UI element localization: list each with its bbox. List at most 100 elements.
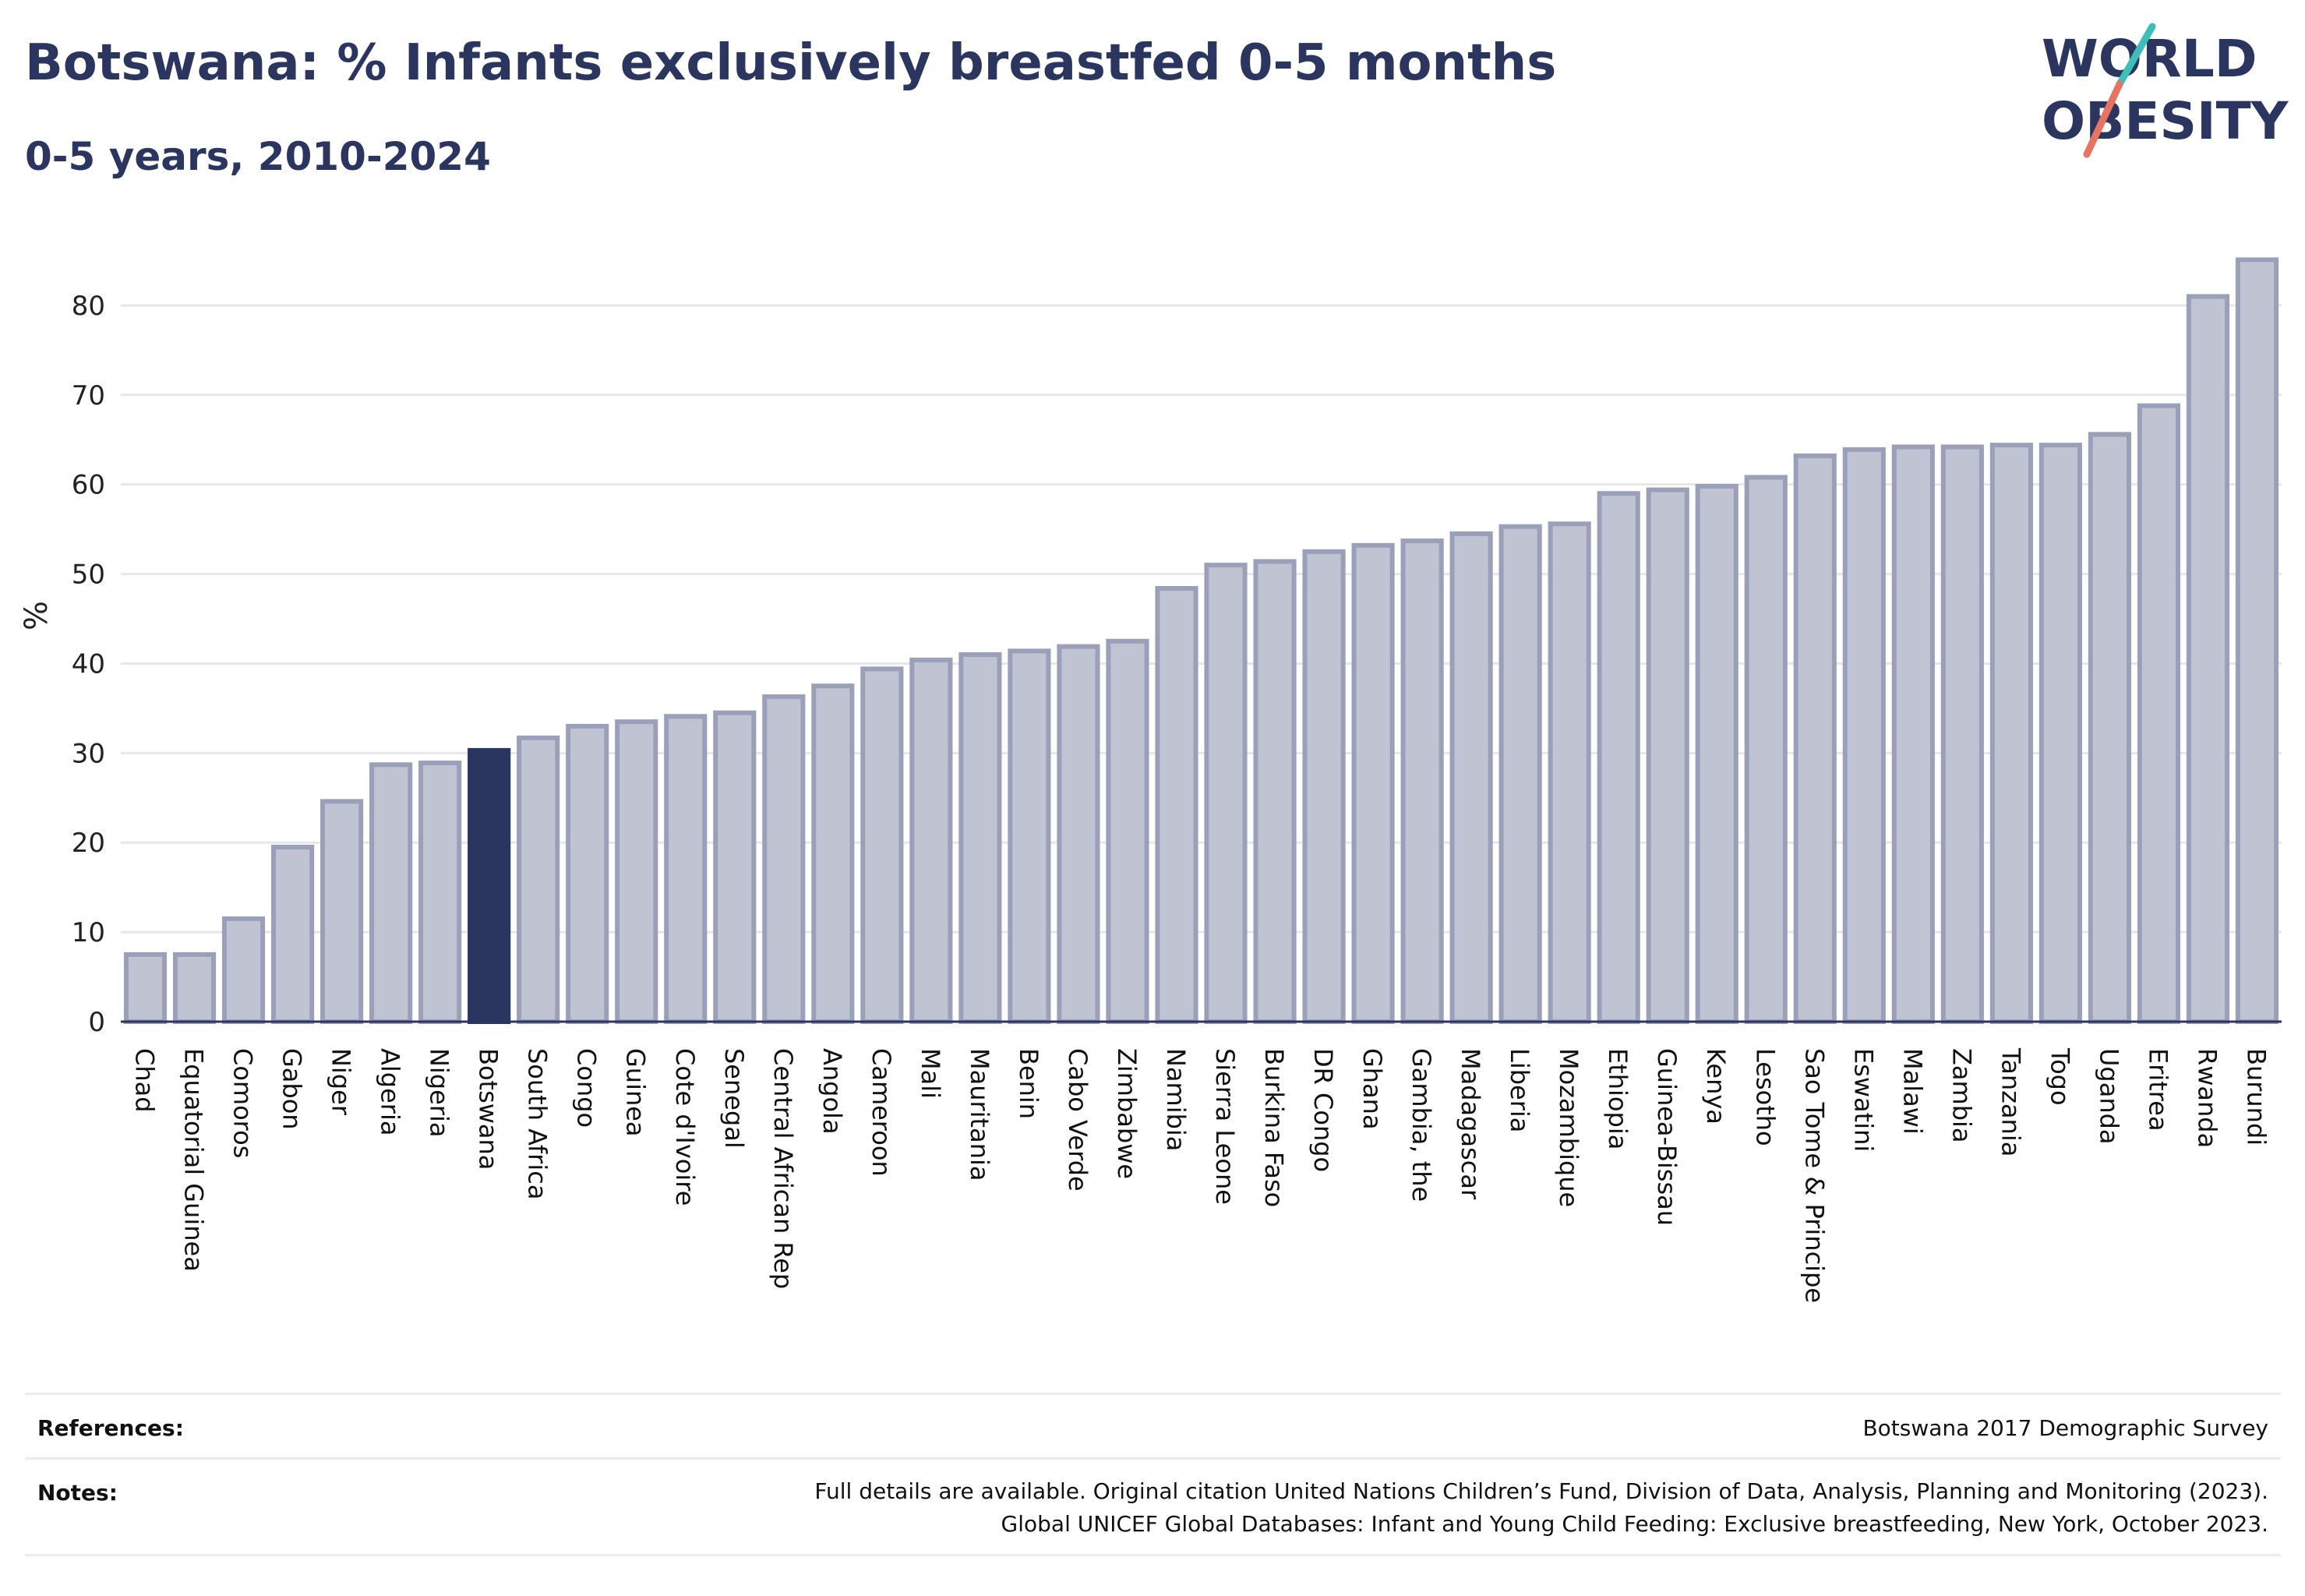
bar-nigeria — [418, 760, 462, 1024]
notes-line-1: Full details are available. Original cit… — [814, 1478, 2268, 1504]
x-tick-label: Gabon — [277, 1048, 307, 1130]
bar-mali — [909, 657, 953, 1024]
x-tick-label: Botswana — [474, 1048, 503, 1170]
x-tick-label: Eswatini — [1848, 1048, 1878, 1152]
y-axis-title: % — [19, 601, 55, 630]
bar-uganda — [2088, 432, 2131, 1024]
x-tick-label: Algeria — [376, 1048, 405, 1135]
bar-botswana — [468, 747, 511, 1025]
y-tick-label: 30 — [72, 738, 105, 769]
y-tick-label: 10 — [72, 917, 105, 948]
x-tick-label: DR Congo — [1308, 1048, 1338, 1172]
x-tick-label: Sao Tome & Principe — [1799, 1048, 1829, 1303]
notes-row: Notes: Full details are available. Origi… — [25, 1457, 2281, 1556]
bar-tanzania — [1989, 443, 2033, 1024]
bar-niger — [320, 799, 364, 1024]
bar-kenya — [1695, 483, 1738, 1024]
references-label: References: — [37, 1415, 184, 1441]
x-tick-label: Guinea-Bissau — [1652, 1048, 1682, 1226]
x-tick-label: Malawi — [1897, 1048, 1927, 1135]
x-tick-label: Cameroon — [867, 1048, 896, 1177]
bar-mozambique — [1548, 521, 1591, 1024]
bar-sierra-leone — [1204, 563, 1248, 1024]
y-tick-label: 20 — [72, 828, 105, 859]
bar-lesotho — [1744, 475, 1788, 1024]
bar-benin — [1008, 648, 1051, 1025]
bar-cameroon — [860, 666, 904, 1024]
x-axis-labels: Chad Equatorial Guinea Comoros Gabon Niger Al… — [130, 1047, 2271, 1303]
bar-algeria — [369, 762, 413, 1024]
bar-guinea-bissau — [1646, 487, 1689, 1024]
x-tick-label: Liberia — [1505, 1048, 1534, 1132]
notes-text: Full details are available. Original cit… — [814, 1475, 2268, 1541]
x-tick-label: Madagascar — [1456, 1048, 1485, 1200]
world-obesity-logo: WORLD OBESITY — [2042, 23, 2289, 158]
bar-eritrea — [2137, 403, 2181, 1024]
y-tick-label: 60 — [72, 470, 105, 501]
bar-comoros — [221, 916, 266, 1025]
x-tick-label: Togo — [2045, 1047, 2074, 1106]
logo-slash-teal — [2116, 23, 2156, 88]
x-tick-label: Sierra Leone — [1210, 1048, 1240, 1205]
x-tick-label: Tanzania — [1996, 1047, 2025, 1156]
bar-angola — [811, 683, 855, 1024]
bar-madagascar — [1449, 531, 1493, 1024]
x-tick-label: Eritrea — [2143, 1048, 2173, 1132]
y-tick-label: 70 — [72, 380, 105, 411]
bar-liberia — [1498, 524, 1542, 1024]
y-tick-label: 40 — [72, 648, 105, 680]
x-tick-label: Mauritania — [965, 1048, 994, 1181]
x-tick-label: Kenya — [1701, 1048, 1731, 1125]
bars — [123, 257, 2279, 1025]
x-tick-label: Mozambique — [1554, 1048, 1583, 1207]
footer-bottom-rule — [25, 1554, 2281, 1556]
x-tick-label: Gambia, the — [1407, 1048, 1436, 1202]
x-tick-label: Guinea — [621, 1048, 651, 1137]
bar-guinea — [615, 719, 658, 1024]
logo-slash-coral — [2083, 80, 2123, 158]
y-tick-label: 0 — [88, 1007, 105, 1038]
bar-namibia — [1155, 585, 1198, 1024]
x-tick-label: Central African Rep — [768, 1048, 798, 1289]
x-tick-label: Senegal — [719, 1048, 749, 1149]
logo-word-world: WORLD — [2042, 29, 2257, 89]
x-tick-label: South Africa — [523, 1048, 552, 1199]
x-tick-label: Burkina Faso — [1259, 1048, 1289, 1207]
x-tick-label: Mali — [916, 1048, 945, 1099]
bar-congo — [566, 723, 609, 1024]
bar-dr-congo — [1302, 549, 1346, 1024]
bar-gambia-the — [1400, 538, 1444, 1024]
x-tick-label: Congo — [572, 1048, 602, 1128]
x-tick-label: Nigeria — [425, 1048, 454, 1137]
x-tick-label: Ghana — [1357, 1048, 1387, 1130]
y-tick-label: 80 — [72, 291, 105, 322]
x-tick-label: Comoros — [228, 1048, 258, 1158]
x-tick-label: Equatorial Guinea — [179, 1048, 209, 1272]
y-tick-label: 50 — [72, 560, 105, 591]
bar-zambia — [1940, 444, 1984, 1024]
x-tick-label: Zambia — [1947, 1048, 1976, 1143]
references-row: References: Botswana 2017 Demographic Su… — [25, 1393, 2281, 1460]
bar-ethiopia — [1597, 491, 1640, 1024]
bar-chad — [123, 952, 168, 1024]
notes-line-2: Global UNICEF Global Databases: Infant a… — [1001, 1511, 2268, 1537]
references-value: Botswana 2017 Demographic Survey — [1862, 1415, 2268, 1441]
notes-label: Notes: — [37, 1480, 118, 1506]
bar-burkina-faso — [1253, 559, 1297, 1024]
x-tick-label: Uganda — [2094, 1048, 2123, 1145]
bar-burundi — [2235, 257, 2279, 1025]
x-tick-label: Angola — [817, 1048, 847, 1135]
x-tick-label: Ethiopia — [1603, 1048, 1633, 1149]
x-tick-label: Cabo Verde — [1063, 1048, 1092, 1192]
bar-gabon — [271, 844, 315, 1024]
x-tick-label: Rwanda — [2192, 1048, 2222, 1148]
bar-cabo-verde — [1057, 644, 1100, 1025]
chart-subtitle: 0-5 years, 2010-2024 — [25, 134, 491, 179]
bar-cote-d-ivoire — [664, 714, 708, 1024]
x-tick-label: Benin — [1014, 1048, 1043, 1119]
bar-rwanda — [2186, 294, 2230, 1024]
bar-south-africa — [517, 735, 560, 1024]
x-tick-label: Zimbabwe — [1112, 1048, 1142, 1179]
x-tick-label: Burundi — [2241, 1048, 2271, 1146]
